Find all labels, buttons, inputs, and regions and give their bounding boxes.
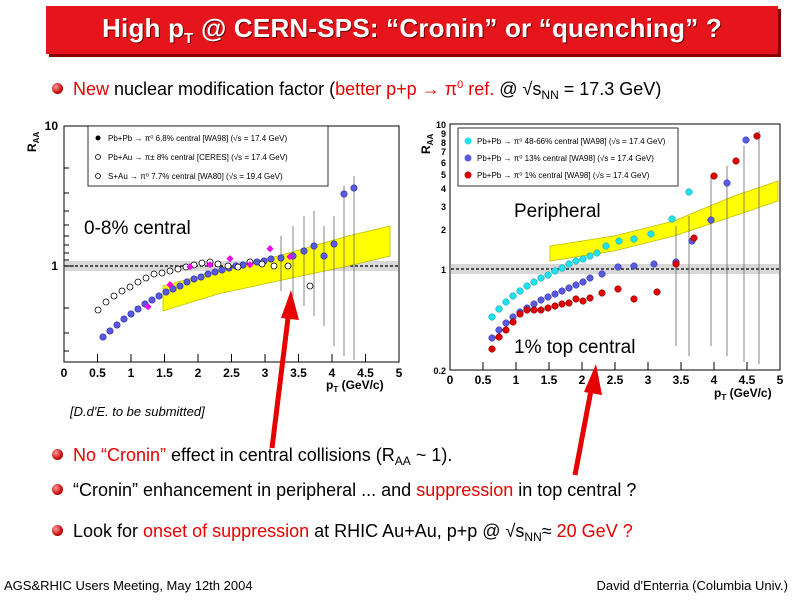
- footer-left: AGS&RHIC Users Meeting, May 12th 2004: [4, 578, 253, 593]
- bullet-line-1: New nuclear modification factor (better …: [52, 79, 661, 102]
- left-xticks: 0 0.5 1 1.5 2 2.5 3 3.5 4 4.5 5: [61, 354, 403, 380]
- right-ytick: 7: [441, 147, 446, 157]
- right-ytick: 5: [441, 170, 446, 180]
- right-ytick: 9: [441, 129, 446, 139]
- x-tick-label: 0: [61, 366, 68, 380]
- left-open-series: [94, 258, 314, 314]
- x-tick-label: 4.5: [357, 366, 374, 380]
- right-ytick: 10: [436, 120, 446, 130]
- x-tick-label: 4: [711, 373, 718, 387]
- x-tick-label: 2: [579, 373, 586, 387]
- x-tick-label: 2: [195, 366, 202, 380]
- right-cyan-series: [488, 188, 693, 321]
- x-tick-label: 0: [447, 373, 454, 387]
- right-ytick: 3: [441, 202, 446, 212]
- x-tick-label: 3.5: [290, 366, 307, 380]
- x-tick-label: 2.5: [223, 366, 240, 380]
- bullet-line-3: “Cronin” enhancement in peripheral ... a…: [52, 480, 636, 501]
- title-bar: High pT @ CERN-SPS: “Cronin” or “quenchi…: [46, 6, 778, 54]
- right-plot-label-peripheral: Peripheral: [514, 201, 601, 222]
- left-blue-series: [99, 184, 358, 341]
- left-legend-entry: Pb+Au → π± 8% central [CERES] (√s = 17.4…: [108, 153, 288, 162]
- left-legend: [87, 125, 329, 187]
- right-ytick: 0.2: [433, 366, 446, 376]
- right-red-series: [488, 132, 761, 353]
- footer-right: David d'Enterria (Columbia Univ.): [596, 578, 788, 593]
- right-plot-label-central: 1% top central: [514, 337, 635, 358]
- bullet-line-4: Look for onset of suppression at RHIC Au…: [52, 521, 633, 544]
- left-ytick-10: 10: [45, 119, 59, 133]
- left-legend-entry: Pb+Pb → π⁰ 6.8% central [WA98] (√s = 17.…: [108, 134, 287, 143]
- bullet-icon: [52, 484, 63, 495]
- bullet-icon: [52, 83, 63, 94]
- x-tick-label: 1: [128, 366, 135, 380]
- left-ylabel: RAA: [25, 132, 41, 152]
- left-xlabel: pT (GeV/c): [326, 378, 384, 394]
- right-ytick: 4: [441, 184, 446, 194]
- bullet-line-2: No “Cronin” effect in central collisions…: [52, 445, 452, 468]
- x-tick-label: 2.5: [607, 373, 624, 387]
- right-legend-entry: Pb+Pb → π⁰ 48-66% central [WA98] (√s = 1…: [477, 137, 666, 146]
- right-ytick: 6: [441, 158, 446, 168]
- x-tick-label: 4: [329, 366, 336, 380]
- right-xlabel: pT (GeV/c): [714, 386, 772, 402]
- x-tick-label: 5: [396, 366, 403, 380]
- right-legend-entry: Pb+Pb → π⁰ 13% central [WA98] (√s = 17.4…: [477, 154, 654, 163]
- x-tick-label: 3.5: [673, 373, 690, 387]
- right-ytick: 8: [441, 138, 446, 148]
- right-legend: [457, 127, 679, 187]
- slide-title: High pT @ CERN-SPS: “Cronin” or “quenchi…: [102, 12, 722, 48]
- x-tick-label: 3: [645, 373, 652, 387]
- right-ytick: 2: [441, 225, 446, 235]
- left-magenta-series: [144, 245, 294, 311]
- x-tick-label: 1: [513, 373, 520, 387]
- right-xticks: 0 0.5 1 1.5 2 2.5 3 3.5 4 4.5 5: [447, 362, 784, 387]
- right-plot: RAA 10 9 8 7 6 5 4 3 2 1 0.2 0 0.5 1 1.5 2 2.…: [419, 120, 784, 402]
- left-plot-label: 0-8% central: [84, 218, 191, 239]
- x-tick-label: 5: [777, 373, 784, 387]
- left-legend-entry: S+Au → π⁰ 7.7% central [WA80] (√s = 19.4…: [108, 172, 283, 181]
- citation: [D.d'E. to be submitted]: [70, 404, 205, 419]
- right-legend-entry: Pb+Pb → π⁰ 1% central [WA98] (√s = 17.4 …: [477, 171, 650, 180]
- right-yticks: 10 9 8 7 6 5 4 3 2 1 0.2: [433, 120, 446, 376]
- right-ylabel: RAA: [419, 134, 435, 154]
- x-tick-label: 1.5: [541, 373, 558, 387]
- bullet-icon: [52, 525, 63, 536]
- right-ytick: 1: [441, 265, 446, 275]
- x-tick-label: 0.5: [475, 373, 492, 387]
- left-ytick-1: 1: [51, 259, 58, 273]
- x-tick-label: 0.5: [89, 366, 106, 380]
- x-tick-label: 3: [262, 366, 269, 380]
- right-blue-series: [488, 136, 750, 342]
- left-plot: RAA 10 1 0 0.5 1 1.5 2 2.5 3 3.5 4 4.5 5 pT (GeV/c…: [25, 119, 403, 394]
- x-tick-label: 4.5: [739, 373, 756, 387]
- x-tick-label: 1.5: [156, 366, 173, 380]
- bullet-icon: [52, 449, 63, 460]
